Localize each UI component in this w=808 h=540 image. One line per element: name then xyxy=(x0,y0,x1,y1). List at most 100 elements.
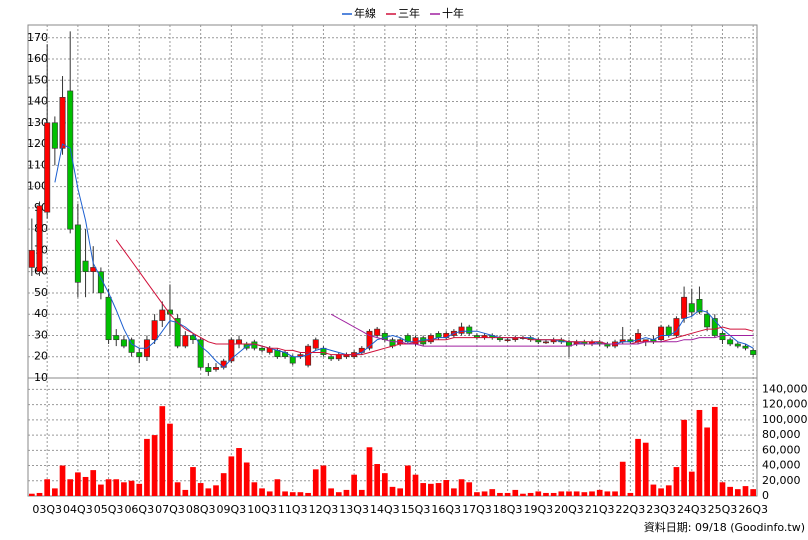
x-tick-label: 03Q3 xyxy=(32,503,62,516)
candle-body xyxy=(658,326,665,341)
volume-bar xyxy=(259,488,265,496)
volume-bar xyxy=(596,489,603,496)
volume-bar xyxy=(274,479,281,496)
x-tick-label: 15Q3 xyxy=(401,503,431,516)
volume-bar xyxy=(67,479,74,496)
volume-bar xyxy=(174,482,181,496)
y-tick-label: 110 xyxy=(27,158,48,171)
volume-bar xyxy=(704,427,710,496)
volume-bar xyxy=(151,435,158,496)
volume-bar xyxy=(75,472,81,496)
volume-bar xyxy=(658,488,664,496)
candle-body xyxy=(750,350,757,355)
candle-body xyxy=(427,335,434,343)
candle-body xyxy=(151,320,158,341)
candle-body xyxy=(197,339,204,368)
volume-bar xyxy=(412,474,419,496)
volume-bar xyxy=(734,489,741,496)
volume-bar xyxy=(681,419,687,496)
candle-body xyxy=(44,122,51,213)
candle-body xyxy=(74,224,81,283)
volume-bar xyxy=(90,470,97,496)
legend-label: 年線 xyxy=(354,6,376,20)
x-tick-label: 09Q3 xyxy=(217,503,247,516)
y-tick-label: 20 xyxy=(34,350,48,363)
candle-body xyxy=(734,343,741,347)
volume-bar xyxy=(474,492,480,496)
y2-tick-label: 40,000 xyxy=(762,459,801,472)
candle-body xyxy=(120,339,127,347)
volume-bar xyxy=(381,473,388,496)
candle-body xyxy=(466,326,473,334)
volume-bar xyxy=(59,465,66,496)
candle-body xyxy=(742,345,749,349)
y2-tick-label: 100,000 xyxy=(762,413,808,426)
volume-bar xyxy=(136,483,143,496)
y-tick-label: 10 xyxy=(34,371,48,384)
candle-body xyxy=(105,296,112,341)
volume-bar xyxy=(113,479,120,496)
candle-body xyxy=(727,339,734,345)
y-tick-label: 120 xyxy=(27,137,48,150)
candle-body xyxy=(458,326,465,334)
volume-bar xyxy=(266,491,273,496)
volume-bar xyxy=(497,492,503,496)
volume-bar xyxy=(481,491,488,496)
ma-line xyxy=(54,143,754,369)
volume-bar xyxy=(105,479,112,496)
y-tick-label: 100 xyxy=(27,180,48,193)
volume-bar xyxy=(36,492,43,496)
volume-bar xyxy=(627,492,634,496)
volume-bar xyxy=(711,406,718,496)
candle-body xyxy=(136,352,143,358)
candle-body xyxy=(504,339,511,342)
candle-body xyxy=(28,250,35,268)
candle-body xyxy=(374,328,381,336)
volume-bar xyxy=(581,492,588,496)
volume-bar xyxy=(220,473,227,496)
x-tick-label: 20Q3 xyxy=(554,503,584,516)
candle-body xyxy=(113,335,120,341)
volume-bar xyxy=(466,482,473,496)
candle-body xyxy=(251,341,258,349)
volume-bar xyxy=(727,486,733,496)
volume-bar xyxy=(312,469,319,496)
volume-bar xyxy=(573,491,580,496)
x-tick-label: 06Q3 xyxy=(124,503,154,516)
volume-bar xyxy=(305,492,311,496)
volume-bar xyxy=(228,456,235,496)
volume-bar xyxy=(619,461,626,496)
candle-body xyxy=(51,122,58,149)
volume-bar xyxy=(650,484,657,496)
y-tick-label: 140 xyxy=(27,95,48,108)
candle-body xyxy=(312,339,319,349)
volume-bar xyxy=(550,492,557,496)
y2-tick-label: 0 xyxy=(762,489,769,502)
volume-bar xyxy=(82,476,89,496)
candle-body xyxy=(174,318,181,347)
x-tick-label: 12Q3 xyxy=(309,503,339,516)
volume-bar xyxy=(144,438,150,496)
volume-bar xyxy=(374,464,380,496)
x-tick-label: 16Q3 xyxy=(431,503,461,516)
volume-bar xyxy=(688,471,695,496)
candle-body xyxy=(542,341,549,344)
y-tick-label: 40 xyxy=(34,307,48,320)
volume-bar xyxy=(289,492,296,496)
y2-tick-label: 140,000 xyxy=(762,382,808,395)
candle-body xyxy=(681,296,688,319)
x-tick-label: 08Q3 xyxy=(186,503,216,516)
y-tick-label: 170 xyxy=(27,31,48,44)
volume-bar xyxy=(397,488,404,496)
x-tick-label: 22Q3 xyxy=(616,503,646,516)
candle-body xyxy=(228,339,235,362)
volume-bar xyxy=(458,479,465,496)
y-tick-label: 160 xyxy=(27,52,48,65)
y-tick-label: 30 xyxy=(34,328,48,341)
y-tick-label: 150 xyxy=(27,73,48,86)
volume-bar xyxy=(282,491,288,496)
volume-bar xyxy=(443,480,450,496)
volume-bar xyxy=(335,492,342,496)
x-tick-label: 23Q3 xyxy=(646,503,676,516)
candle-body xyxy=(435,333,442,338)
